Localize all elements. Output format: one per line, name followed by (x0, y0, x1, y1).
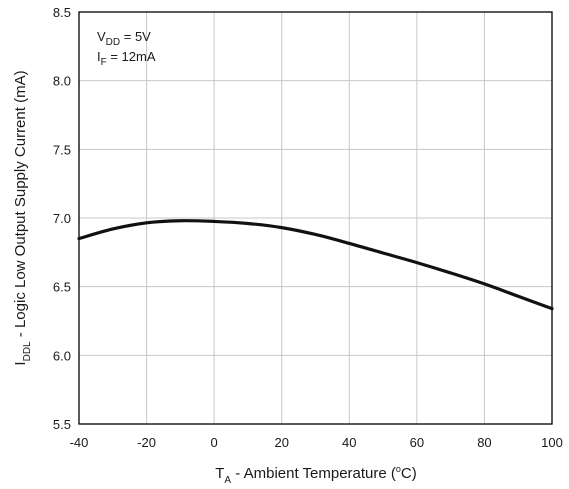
annotation-vdd: VDD = 5V (97, 29, 151, 48)
y-tick-label: 8.0 (53, 74, 71, 89)
y-tick-label: 6.5 (53, 280, 71, 295)
y-tick-label: 7.0 (53, 211, 71, 226)
y-axis-label: IDDL - Logic Low Output Supply Current (… (12, 70, 33, 365)
annotation-if: IF = 12mA (97, 49, 156, 68)
x-tick-label: 100 (541, 435, 563, 450)
x-axis: -40 -20 0 20 40 60 80 100 (70, 435, 563, 450)
x-tick-label: 80 (477, 435, 491, 450)
x-tick-label: 0 (211, 435, 218, 450)
x-tick-label: -40 (70, 435, 89, 450)
plot-frame (78, 11, 553, 425)
y-axis: 5.5 6.0 6.5 7.0 7.5 8.0 8.5 (53, 5, 71, 432)
x-tick-label: 60 (410, 435, 424, 450)
y-tick-label: 7.5 (53, 142, 71, 157)
x-axis-label: TA - Ambient Temperature (oC) (215, 464, 416, 486)
series-line (77, 219, 554, 311)
x-tick-label: 40 (342, 435, 356, 450)
y-tick-label: 5.5 (53, 417, 71, 432)
grid (79, 12, 552, 424)
y-tick-label: 6.0 (53, 348, 71, 363)
x-tick-label: 20 (274, 435, 288, 450)
y-tick-label: 8.5 (53, 5, 71, 20)
x-tick-label: -20 (137, 435, 156, 450)
